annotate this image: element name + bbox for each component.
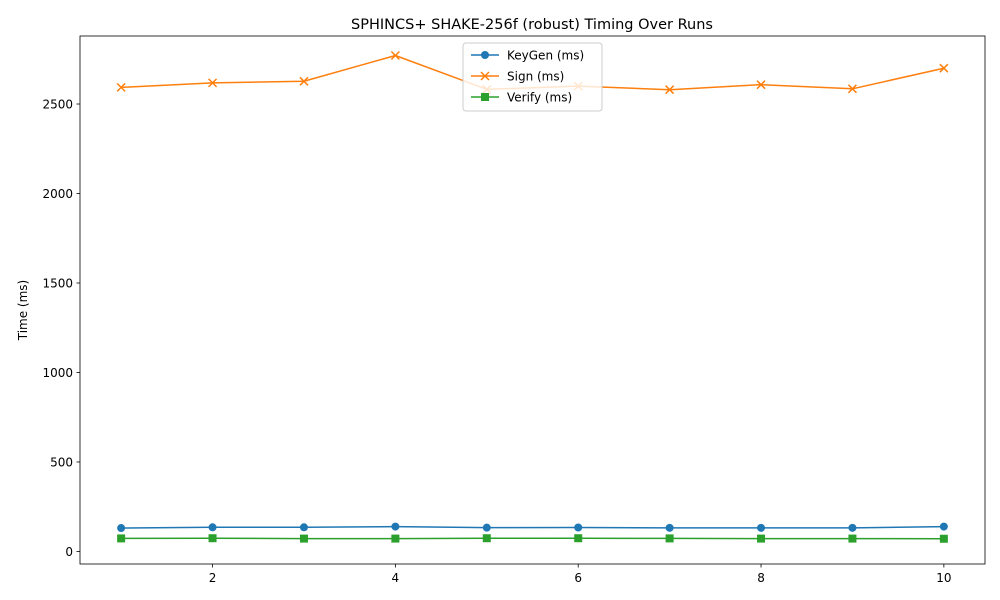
legend-marker-sign — [480, 71, 490, 81]
legend-label-verify: Verify (ms) — [507, 90, 572, 104]
keygen-series-line — [121, 525, 944, 529]
legend-marker-keygen — [481, 51, 489, 59]
verify-data-point — [299, 534, 308, 543]
y-tick-label: 2500 — [42, 97, 73, 111]
x-tick-label: 8 — [757, 571, 765, 585]
sign-data-point — [390, 50, 400, 61]
x-tick-label: 10 — [936, 571, 951, 585]
keygen-data-point — [391, 522, 400, 531]
verify-data-point — [117, 534, 126, 543]
axes: 2 4 6 8 10 0 500 1000 1500 2000 2500 — [42, 97, 951, 585]
sign-data-point — [299, 76, 309, 86]
verify-data-point — [482, 534, 491, 543]
keygen-data-point — [117, 524, 126, 533]
y-axis-label: Time (ms) — [16, 280, 30, 342]
legend-box — [462, 42, 603, 112]
sign-data-point — [116, 82, 126, 92]
legend-label-sign: Sign (ms) — [507, 69, 564, 83]
keygen-data-point — [208, 523, 217, 532]
keygen-data-point — [482, 523, 491, 532]
sign-data-point — [939, 63, 949, 73]
verify-series-line — [121, 537, 944, 540]
verify-data-point — [665, 534, 674, 543]
plot-frame — [79, 35, 986, 565]
x-tick-label: 4 — [392, 571, 400, 585]
keygen-data-point — [848, 523, 857, 532]
keygen-data-point — [939, 522, 948, 531]
x-tick-label: 6 — [574, 571, 582, 585]
sign-data-point — [847, 84, 857, 94]
sign-data-point — [756, 80, 766, 90]
y-tick-label: 500 — [50, 455, 73, 469]
y-tick-label: 1500 — [42, 276, 73, 290]
keygen-data-point — [665, 523, 674, 532]
y-tick-label: 1000 — [42, 366, 73, 380]
verify-data-point — [391, 534, 400, 543]
x-tick-label: 2 — [209, 571, 217, 585]
keygen-data-point — [757, 523, 766, 532]
verify-data-point — [574, 534, 583, 543]
sign-data-point — [208, 78, 218, 88]
chart-title: SPHINCS+ SHAKE-256f (robust) Timing Over… — [351, 17, 713, 33]
y-tick-label: 2000 — [42, 187, 73, 201]
keygen-data-point — [299, 523, 308, 532]
plot-area — [116, 50, 949, 543]
legend-label-keygen: KeyGen (ms) — [507, 48, 584, 62]
verify-data-point — [757, 534, 766, 543]
legend-marker-verify — [481, 93, 489, 101]
sign-data-point — [665, 85, 675, 95]
keygen-data-point — [574, 523, 583, 532]
verify-data-point — [848, 534, 857, 543]
verify-data-point — [208, 534, 217, 543]
legend: KeyGen (ms) Sign (ms) Verify (ms) — [462, 42, 603, 112]
verify-data-point — [939, 534, 948, 543]
y-tick-label: 0 — [65, 545, 73, 559]
